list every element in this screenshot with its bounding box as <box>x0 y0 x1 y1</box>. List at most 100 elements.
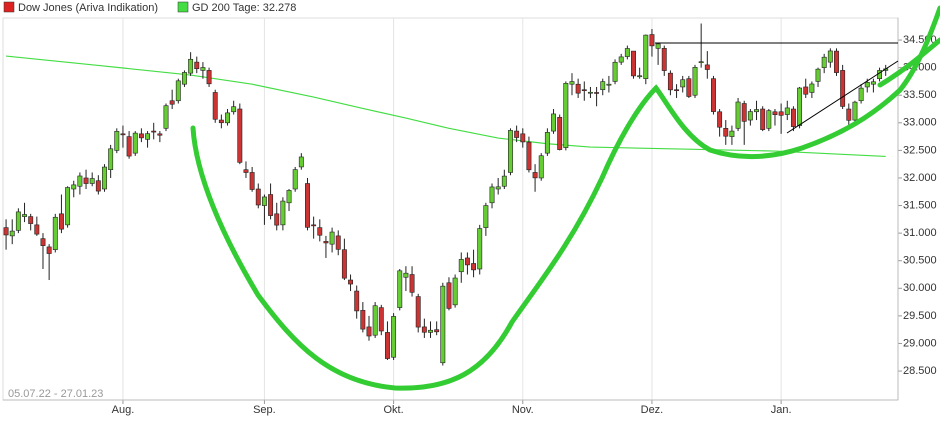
candle-body <box>557 116 563 150</box>
candle-body <box>409 274 415 293</box>
candle-body <box>95 180 101 192</box>
x-tick-label: Sep. <box>253 404 276 416</box>
candle-body <box>489 186 495 204</box>
candle-body <box>575 83 581 94</box>
candle-body <box>618 56 624 63</box>
candle-body <box>397 270 403 308</box>
legend-swatch <box>3 1 15 13</box>
candle-body <box>40 238 46 246</box>
candle-body <box>77 175 83 187</box>
candle-body <box>403 272 409 278</box>
candle-body <box>28 216 34 224</box>
candle-body <box>65 187 71 226</box>
candle-body <box>9 230 15 237</box>
x-tick-label: Jan. <box>771 404 792 416</box>
candle-body <box>852 101 858 121</box>
candle-body <box>335 235 341 250</box>
candle-body <box>237 108 243 163</box>
candle-body <box>754 109 759 113</box>
candle-body <box>440 285 446 364</box>
candle-body <box>83 177 89 184</box>
candle-body <box>735 101 741 129</box>
candle-body <box>717 111 723 128</box>
candle-body <box>661 48 667 71</box>
candle-body <box>151 130 157 133</box>
x-tick-label: Aug. <box>112 404 135 416</box>
candle-body <box>821 56 827 68</box>
y-tick-label: 33.000 <box>903 117 937 129</box>
candle-body <box>464 257 470 266</box>
y-tick-label: 32.500 <box>903 144 937 156</box>
plot-frame <box>2 17 899 401</box>
candle-body <box>532 172 538 179</box>
candle-body <box>225 112 230 124</box>
candle-body <box>415 296 421 328</box>
candle-body <box>249 172 255 190</box>
candle-body <box>341 249 347 279</box>
candle-body <box>114 131 120 151</box>
candle-body <box>286 190 292 204</box>
candle-body <box>71 184 77 190</box>
y-tick-label: 31.500 <box>903 199 937 211</box>
candle-body <box>637 75 643 78</box>
legend-label: GD 200 Tage: 32.278 <box>192 2 296 14</box>
candle-body <box>581 89 587 92</box>
hand-drawn-pattern <box>190 5 940 391</box>
candle-body <box>594 92 600 94</box>
candle-body <box>231 106 237 113</box>
y-tick-label: 33.500 <box>903 89 937 101</box>
candle-body <box>255 188 261 206</box>
candle-body <box>3 227 9 236</box>
candle-body <box>15 211 21 231</box>
moving-average <box>6 55 886 158</box>
candle-body <box>206 70 212 85</box>
candle-body <box>741 103 747 122</box>
candle-body <box>212 92 218 120</box>
candle-body <box>803 86 809 95</box>
candle-body <box>471 263 477 271</box>
candle-body <box>649 34 655 47</box>
candle-body <box>495 186 501 190</box>
candle-body <box>102 166 107 190</box>
candle-body <box>22 214 27 217</box>
candle-body <box>194 61 200 69</box>
candle-body <box>680 79 686 88</box>
candle-body <box>858 87 864 102</box>
trend-line <box>786 60 899 134</box>
candle-body <box>729 130 735 137</box>
candle-body <box>827 50 833 63</box>
candle-body <box>483 205 489 228</box>
candle-body <box>261 196 267 206</box>
candle-body <box>132 132 138 154</box>
candle-body <box>569 81 575 85</box>
candle-body <box>200 67 206 71</box>
candle-body <box>563 83 569 148</box>
y-tick-label: 29.500 <box>903 310 937 322</box>
candle-body <box>514 130 520 138</box>
candle-body <box>169 100 175 105</box>
candle-body <box>747 111 753 121</box>
y-tick-label: 30.500 <box>903 255 937 267</box>
candle-body <box>711 78 716 112</box>
candle-body <box>477 228 483 270</box>
x-tick-label: Dez. <box>641 404 664 416</box>
candle-body <box>667 72 673 91</box>
candle-body <box>434 329 440 333</box>
candle-body <box>372 305 378 336</box>
candle-body <box>864 82 870 88</box>
candle-body <box>870 81 876 85</box>
x-tick-label: Nov. <box>512 404 534 416</box>
candle-body <box>587 91 593 94</box>
candle-body <box>52 216 58 250</box>
candle-body <box>520 133 526 143</box>
candle-body <box>809 83 815 93</box>
candle-body <box>329 231 335 245</box>
candle-body <box>723 128 729 137</box>
candle-body <box>182 72 187 85</box>
candle-body <box>120 133 126 136</box>
candle-body <box>790 108 796 127</box>
candle-body <box>163 105 169 129</box>
x-tick-label: Okt. <box>384 404 404 416</box>
candle-body <box>538 155 544 179</box>
